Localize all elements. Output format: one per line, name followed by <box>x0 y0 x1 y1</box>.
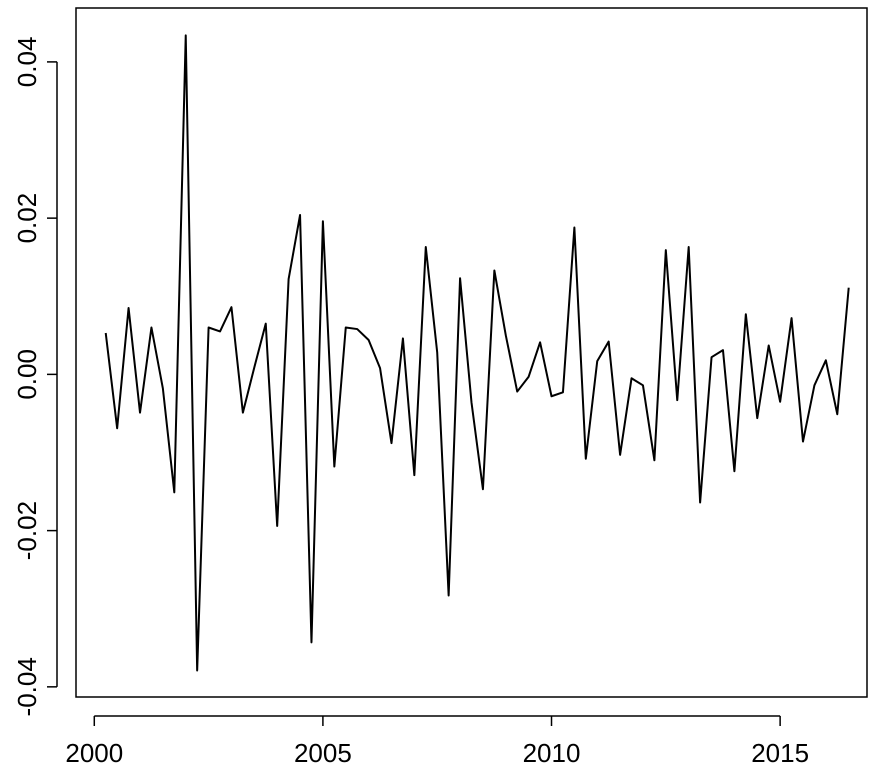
y-tick-label: 0.00 <box>12 349 42 400</box>
x-tick-label: 2010 <box>523 738 581 768</box>
x-tick-label: 2015 <box>751 738 809 768</box>
y-tick-label: -0.04 <box>12 657 42 716</box>
plot-frame <box>75 7 868 698</box>
y-tick-label: -0.02 <box>12 501 42 560</box>
y-tick-label: 0.04 <box>12 37 42 88</box>
y-tick-label: 0.02 <box>12 193 42 244</box>
x-tick-label: 2000 <box>65 738 123 768</box>
series-line <box>104 34 850 672</box>
x-tick-label: 2005 <box>294 738 352 768</box>
